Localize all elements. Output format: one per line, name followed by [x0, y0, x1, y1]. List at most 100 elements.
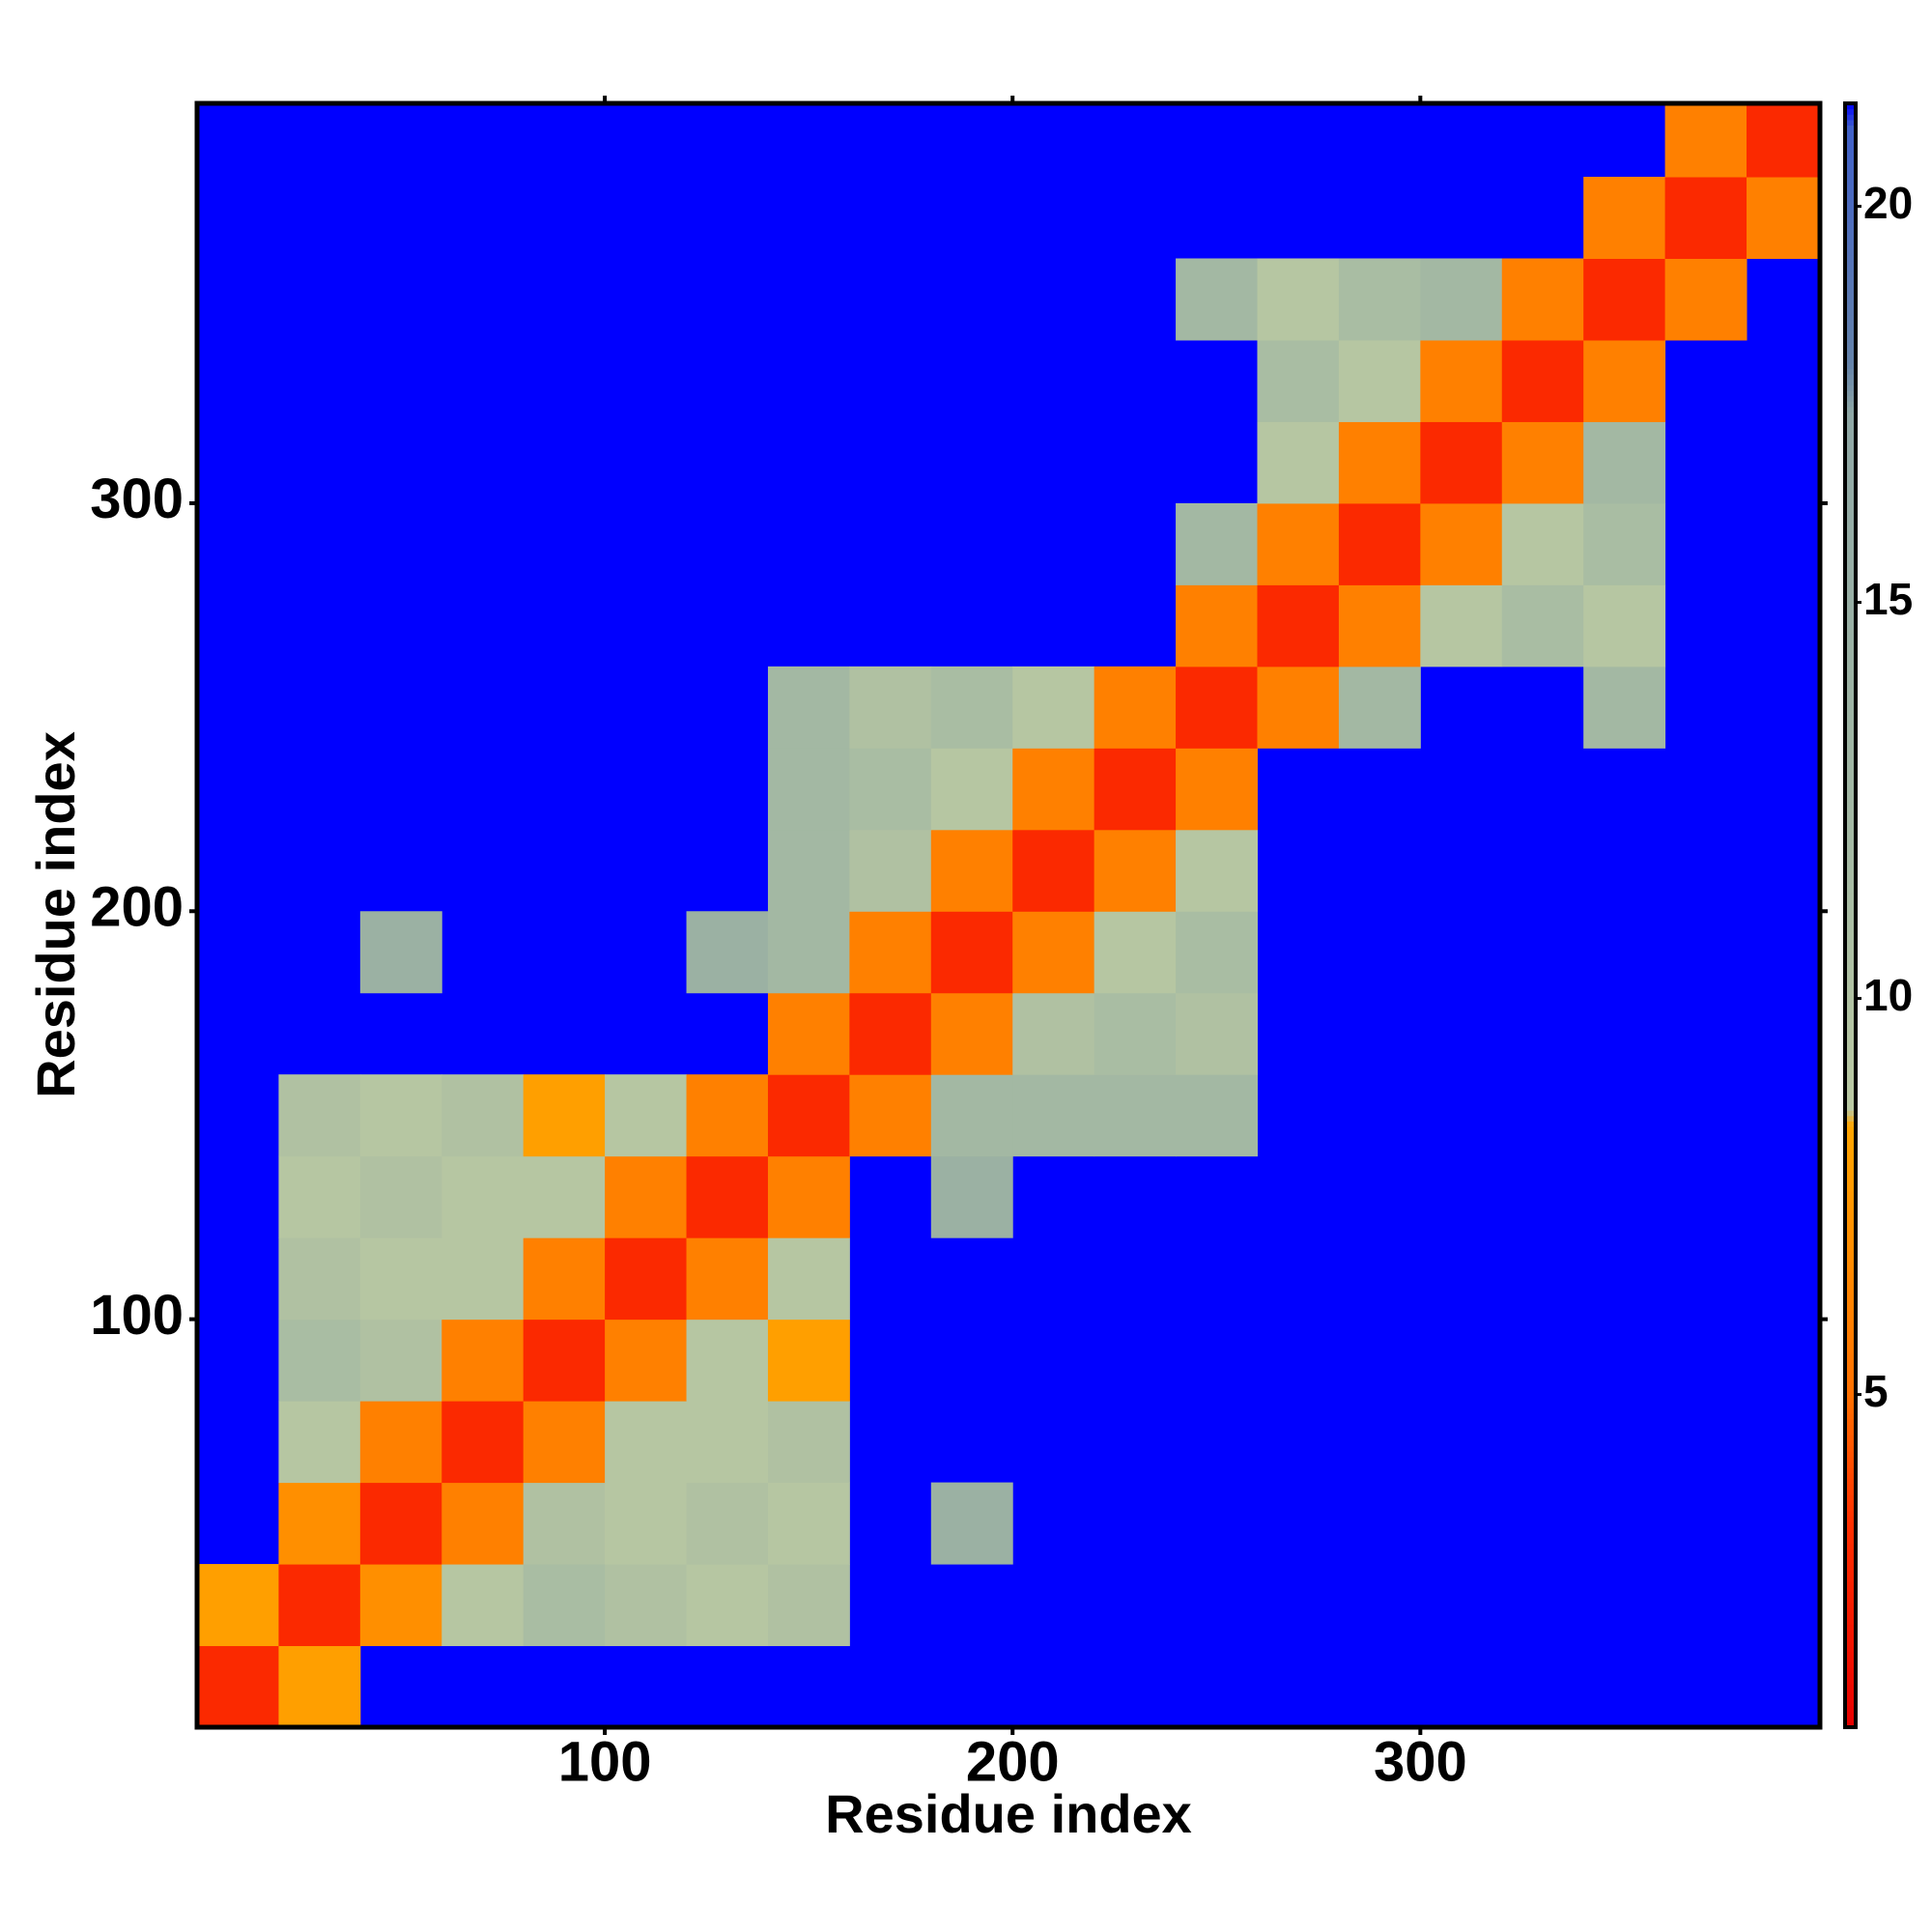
colorbar-segment [1845, 850, 1856, 857]
heatmap-cell [1664, 103, 1747, 178]
heatmap-cell [359, 911, 442, 994]
colorbar-segment [1845, 763, 1856, 770]
heatmap-cell [1257, 666, 1340, 749]
colorbar-segment [1845, 553, 1856, 559]
heatmap-cell [1094, 911, 1177, 994]
heatmap-cell [441, 1401, 525, 1484]
heatmap-cell [1257, 339, 1340, 422]
colorbar-segment [1845, 1483, 1856, 1491]
colorbar-segment [1845, 254, 1856, 262]
colorbar-segment [1845, 590, 1856, 597]
heatmap-cell [767, 829, 850, 912]
colorbar-segment [1845, 270, 1856, 277]
colorbar-segment [1845, 276, 1856, 283]
colorbar-segment [1845, 730, 1856, 738]
colorbar-segment [1845, 796, 1856, 803]
colorbar-segment [1845, 514, 1856, 522]
heatmap-cell [767, 666, 850, 749]
colorbar-segment [1845, 785, 1856, 792]
heatmap-cell [278, 1074, 361, 1157]
colorbar-segment [1845, 1435, 1856, 1441]
colorbar-segment [1845, 125, 1856, 131]
colorbar-segment [1845, 698, 1856, 705]
colorbar-segment [1845, 119, 1856, 127]
colorbar-segment [1845, 233, 1856, 240]
heatmap-cell [278, 1645, 361, 1728]
colorbar-segment [1845, 1440, 1856, 1447]
colorbar-segment [1845, 428, 1856, 435]
heatmap-cell [1338, 502, 1421, 585]
heatmap-cell [1094, 748, 1177, 831]
colorbar-segment [1845, 661, 1856, 668]
colorbar-segment [1845, 1657, 1856, 1663]
colorbar-segment [1845, 1115, 1856, 1122]
colorbar-segment [1845, 1050, 1856, 1057]
colorbar-segment [1845, 942, 1856, 949]
colorbar-segment [1845, 557, 1856, 564]
colorbar-segment [1845, 990, 1856, 998]
colorbar-segment [1845, 395, 1856, 402]
colorbar-segment [1845, 909, 1856, 917]
colorbar-segment [1845, 1630, 1856, 1636]
colorbar-segment [1845, 1553, 1856, 1560]
colorbar-segment [1845, 1142, 1856, 1150]
colorbar-segment [1845, 1364, 1856, 1371]
heatmap-cell [441, 1564, 525, 1647]
colorbar-segment [1845, 352, 1856, 358]
colorbar-segment [1845, 1429, 1856, 1436]
heatmap-cell [1012, 666, 1095, 749]
heatmap-cell [1012, 1074, 1095, 1157]
heatmap-cell [686, 1237, 769, 1321]
colorbar-segment [1845, 1148, 1856, 1154]
colorbar-segment [1845, 1424, 1856, 1431]
colorbar-segment [1845, 812, 1856, 819]
colorbar-segment [1845, 888, 1856, 895]
heatmap-cell [767, 1564, 850, 1647]
colorbar-segment [1845, 141, 1856, 148]
colorbar-segment [1845, 958, 1856, 965]
heatmap-cell [1420, 258, 1503, 341]
colorbar-segment [1845, 611, 1856, 618]
colorbar-segment [1845, 844, 1856, 851]
colorbar-segment [1845, 152, 1856, 158]
heatmap-cell [278, 1319, 361, 1402]
colorbar-segment [1845, 1494, 1856, 1501]
colorbar-segment [1845, 1256, 1856, 1263]
colorbar-segment [1845, 1667, 1856, 1674]
colorbar-segment [1845, 1548, 1856, 1555]
heatmap-cell [1176, 1074, 1258, 1157]
colorbar-segment [1845, 1208, 1856, 1214]
heatmap-cell [767, 1482, 850, 1565]
colorbar-segment [1845, 114, 1856, 121]
colorbar-segment [1845, 1559, 1856, 1566]
heatmap-cell [1501, 258, 1584, 341]
colorbar-segment [1845, 212, 1856, 218]
plot-frame [194, 100, 1823, 1730]
colorbar-segment [1845, 1223, 1856, 1231]
colorbar-segment [1845, 769, 1856, 776]
colorbar-segment [1845, 1526, 1856, 1533]
colorbar-segment [1845, 460, 1856, 468]
colorbar-segment [1845, 455, 1856, 462]
colorbar-segment [1845, 925, 1856, 932]
colorbar-segment [1845, 655, 1856, 662]
colorbar-segment [1845, 1316, 1856, 1322]
heatmap-cell [359, 1401, 442, 1484]
colorbar-segment [1845, 948, 1856, 954]
heatmap-cell [1747, 177, 1821, 259]
colorbar-segment [1845, 1056, 1856, 1063]
colorbar-segment [1845, 774, 1856, 781]
colorbar-segment [1845, 921, 1856, 927]
colorbar-segment [1845, 834, 1856, 840]
heatmap-cell [1094, 992, 1177, 1075]
colorbar-segment [1845, 736, 1856, 743]
colorbar-segment [1845, 266, 1856, 272]
colorbar-segment [1845, 1516, 1856, 1522]
colorbar-segment [1845, 1385, 1856, 1393]
x-tick-label: 300 [1374, 1730, 1467, 1793]
colorbar-segment [1845, 1413, 1856, 1420]
heatmap-cell [605, 1074, 688, 1157]
colorbar-segment [1845, 1185, 1856, 1192]
heatmap-cell [1176, 584, 1258, 668]
colorbar-segment [1845, 439, 1856, 445]
